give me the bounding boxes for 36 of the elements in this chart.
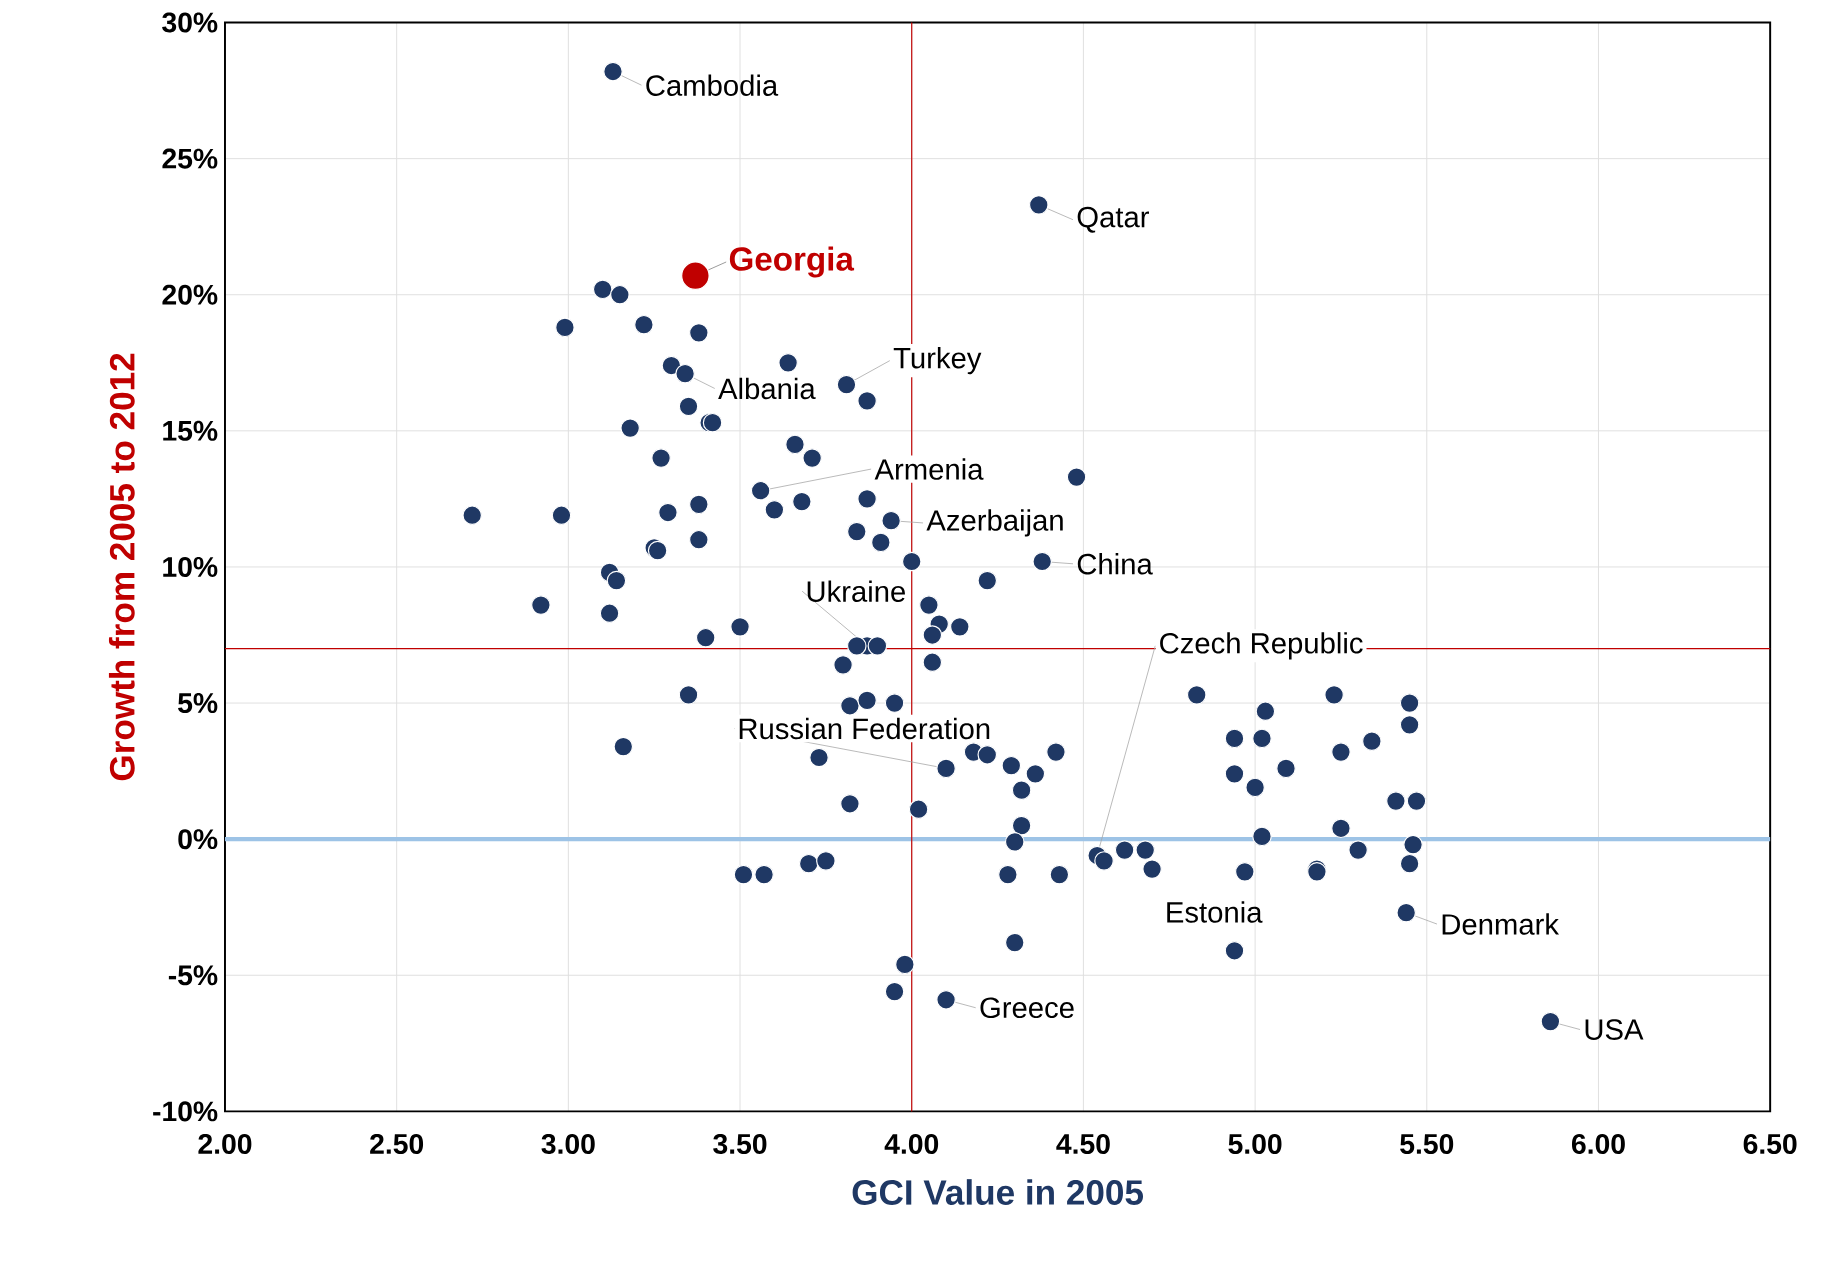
y-axis-title: Growth from 2005 to 2012 <box>108 353 135 781</box>
annotation: Albania <box>718 377 816 400</box>
annotation: Russian Federation <box>739 717 990 740</box>
x-tick-label: 2.00 <box>198 1133 252 1154</box>
x-tick-label: 4.50 <box>1056 1133 1110 1154</box>
annotation: Cambodia <box>646 74 779 96</box>
annotation: Azerbaijan <box>926 509 1063 537</box>
y-tick-label: -10% <box>153 1101 218 1122</box>
series-label: Georgia <box>729 246 855 278</box>
y-tick-label: 5% <box>178 693 218 714</box>
x-tick-label: 3.00 <box>541 1133 595 1155</box>
x-tick-label: 2.50 <box>370 1133 424 1154</box>
x-tick-label: 6.00 <box>1571 1133 1625 1154</box>
y-tick-label: 30% <box>162 12 218 33</box>
y-tick-label: 20% <box>162 284 218 305</box>
annotation: China <box>1077 553 1153 575</box>
x-tick-label: 5.00 <box>1228 1133 1282 1154</box>
x-tick-label: 6.50 <box>1743 1133 1797 1154</box>
annotation: Estonia <box>1167 901 1263 923</box>
x-tick-label: 4.00 <box>884 1133 939 1154</box>
y-tick-label: -5% <box>168 965 218 986</box>
y-tick-label: 10% <box>163 556 218 577</box>
annotation: Ukraine <box>807 580 905 602</box>
annotation: Turkey <box>893 346 982 375</box>
annotation: Armenia <box>874 458 984 480</box>
annotation: Greece <box>980 997 1074 1019</box>
annotation: Czech Republic <box>1160 632 1363 660</box>
y-tick-label: 15% <box>163 420 218 441</box>
annotation: USA <box>1585 1019 1644 1040</box>
y-tick-label: 25% <box>162 148 218 169</box>
annotation: Qatar <box>1077 206 1149 233</box>
x-tick-label: 5.50 <box>1400 1133 1454 1154</box>
annotation: Denmark <box>1442 913 1560 935</box>
y-tick-label: 0% <box>178 829 218 850</box>
x-tick-label: 3.50 <box>713 1133 767 1155</box>
x-axis-title: GCI Value in 2005 <box>852 1179 1144 1205</box>
